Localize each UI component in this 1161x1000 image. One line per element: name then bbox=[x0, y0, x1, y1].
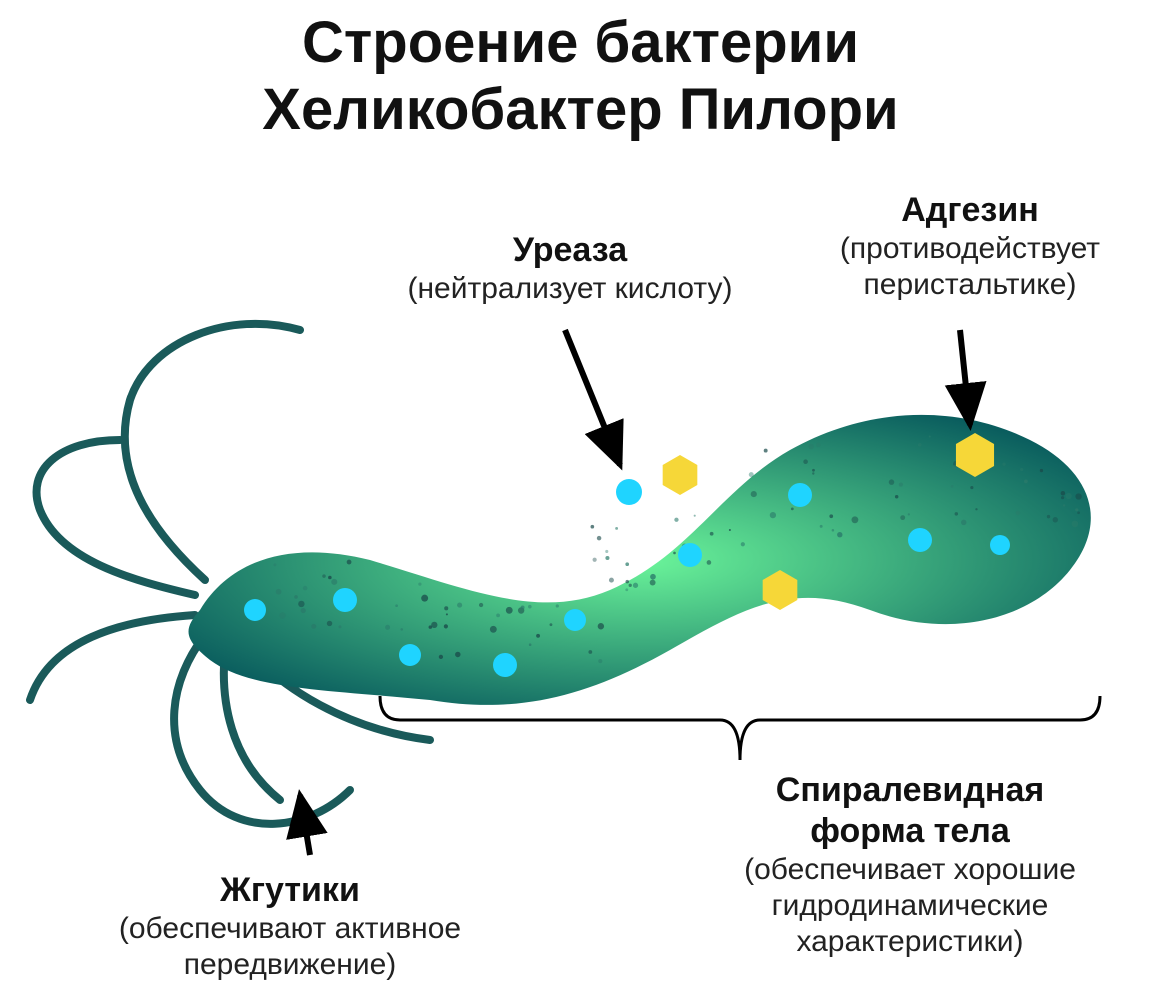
urease-dot bbox=[399, 644, 421, 666]
label-adhesin-sub1: (противодействует bbox=[790, 231, 1150, 267]
flagellum bbox=[37, 440, 195, 595]
label-urease-sub: (нейтрализует кислоту) bbox=[390, 271, 750, 307]
label-urease: Уреаза (нейтрализует кислоту) bbox=[390, 230, 750, 307]
pointer-arrow bbox=[960, 330, 970, 425]
label-flagella: Жгутики (обеспечивают активное передвиже… bbox=[80, 870, 500, 983]
label-flagella-title: Жгутики bbox=[80, 870, 500, 911]
flagellum bbox=[30, 615, 195, 700]
urease-dot bbox=[678, 543, 702, 567]
urease-dot bbox=[244, 599, 266, 621]
urease-dot bbox=[564, 609, 586, 631]
adhesin-hexagon bbox=[663, 455, 698, 495]
label-flagella-sub1: (обеспечивают активное bbox=[80, 911, 500, 947]
label-spiral-sub2: гидродинамические bbox=[680, 888, 1140, 924]
urease-dot bbox=[990, 535, 1010, 555]
pointer-arrow bbox=[565, 330, 620, 465]
label-spiral-title2: форма тела bbox=[680, 811, 1140, 852]
urease-dot bbox=[908, 528, 932, 552]
bacterium-body bbox=[189, 415, 1091, 705]
label-urease-title: Уреаза bbox=[390, 230, 750, 271]
label-spiral-sub3: характеристики) bbox=[680, 924, 1140, 960]
urease-dot bbox=[616, 479, 642, 505]
urease-dot bbox=[333, 588, 357, 612]
flagellum bbox=[125, 324, 300, 580]
label-adhesin-title: Адгезин bbox=[790, 190, 1150, 231]
label-spiral-title1: Спиралевидная bbox=[680, 770, 1140, 811]
label-spiral: Спиралевидная форма тела (обеспечивает х… bbox=[680, 770, 1140, 960]
label-flagella-sub2: передвижение) bbox=[80, 947, 500, 983]
curly-brace bbox=[380, 696, 1100, 760]
urease-dot bbox=[788, 483, 812, 507]
urease-dot bbox=[493, 653, 517, 677]
pointer-arrow bbox=[300, 795, 310, 855]
label-adhesin: Адгезин (противодействует перистальтике) bbox=[790, 190, 1150, 303]
label-spiral-sub1: (обеспечивает хорошие bbox=[680, 852, 1140, 888]
label-adhesin-sub2: перистальтике) bbox=[790, 267, 1150, 303]
